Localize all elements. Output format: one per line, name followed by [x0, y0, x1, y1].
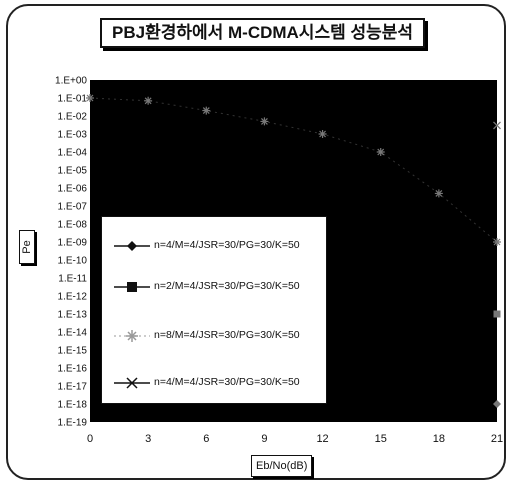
legend-marker-x [114, 377, 150, 389]
data-point-star [434, 189, 443, 198]
y-axis-label-box: Pe [19, 230, 35, 264]
y-tick-label: 1.E-18 [58, 400, 88, 411]
chart-title: PBJ환경하에서 M-CDMA시스템 성능분석 [100, 18, 426, 48]
data-point-square [493, 310, 501, 318]
legend-item: n=4/M=4/JSR=30/PG=30/K=50 [112, 237, 324, 255]
legend-label: n=8/M=4/JSR=30/PG=30/K=50 [154, 329, 300, 341]
y-tick-label: 1.E-17 [58, 382, 88, 393]
y-tick-label: 1.E-16 [58, 364, 88, 375]
y-tick-label: 1.E-03 [58, 130, 88, 141]
x-tick-label: 3 [145, 433, 151, 445]
x-axis-label: Eb/No(dB) [251, 455, 313, 477]
y-tick-label: 1.E-01 [58, 94, 88, 105]
y-tick-label: 1.E-12 [58, 292, 88, 303]
legend-marker-diamond [114, 241, 150, 251]
y-tick-label: 1.E+00 [55, 76, 87, 87]
data-point-star [493, 238, 501, 246]
x-tick-label: 0 [87, 433, 93, 445]
legend-item: n=8/M=4/JSR=30/PG=30/K=50 [112, 327, 324, 345]
x-tick-label: 15 [375, 433, 387, 445]
data-point-star [144, 96, 153, 105]
x-tick-label: 21 [491, 433, 503, 445]
y-tick-label: 1.E-05 [58, 166, 88, 177]
y-tick-label: 1.E-08 [58, 220, 88, 231]
y-tick-label: 1.E-04 [58, 148, 88, 159]
legend: n=4/M=4/JSR=30/PG=30/K=50 n=2/M=4/JSR=30… [101, 216, 327, 404]
y-tick-label: 1.E-09 [58, 238, 88, 249]
y-tick-label: 1.E-14 [58, 328, 88, 339]
y-tick-label: 1.E-07 [58, 202, 88, 213]
y-tick-label: 1.E-15 [58, 346, 88, 357]
y-tick-label: 1.E-10 [58, 256, 88, 267]
data-point-star [202, 106, 211, 115]
y-tick-label: 1.E-06 [58, 184, 88, 195]
data-point-star [376, 148, 385, 156]
legend-label: n=2/M=4/JSR=30/PG=30/K=50 [154, 280, 300, 292]
legend-item: n=4/M=4/JSR=30/PG=30/K=50 [112, 374, 324, 392]
legend-item: n=2/M=4/JSR=30/PG=30/K=50 [112, 278, 324, 296]
data-point-x [493, 121, 501, 130]
data-point-star [318, 130, 327, 138]
legend-label: n=4/M=4/JSR=30/PG=30/K=50 [154, 376, 300, 388]
x-tick-label: 18 [433, 433, 445, 445]
legend-marker-square [114, 282, 150, 292]
y-tick-label: 1.E-11 [58, 274, 87, 285]
legend-label: n=4/M=4/JSR=30/PG=30/K=50 [154, 239, 300, 251]
data-point-star [260, 117, 269, 126]
x-tick-label: 12 [316, 433, 328, 445]
y-tick-label: 1.E-19 [58, 418, 88, 429]
y-tick-label: 1.E-13 [58, 310, 88, 321]
x-tick-label: 6 [203, 433, 209, 445]
data-point-diamond [493, 400, 501, 408]
x-tick-label: 9 [261, 433, 267, 445]
y-tick-label: 1.E-02 [58, 112, 88, 123]
data-point-star [86, 94, 94, 102]
legend-marker-star [114, 330, 150, 342]
y-axis-label: Pe [21, 240, 33, 254]
